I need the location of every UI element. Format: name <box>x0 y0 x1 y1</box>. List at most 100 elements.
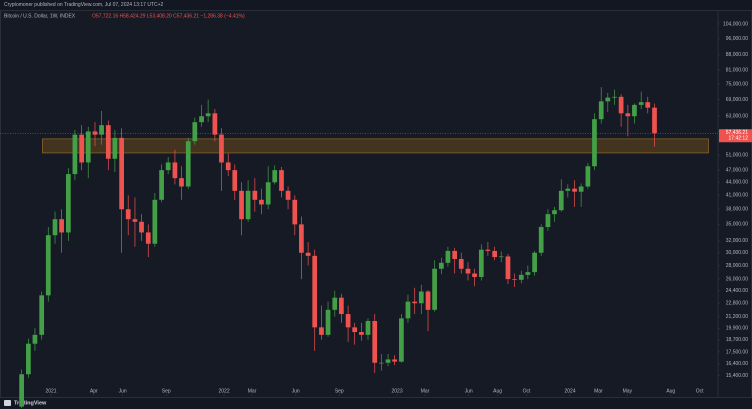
candle-body <box>292 199 298 225</box>
y-tick-label: 28,000.00 <box>726 263 748 269</box>
candle-body <box>259 199 264 205</box>
x-tick-label: Sep <box>162 388 171 394</box>
y-tick-label: 96,000.00 <box>726 36 748 42</box>
candle-body <box>565 188 571 191</box>
candle-body <box>59 219 64 233</box>
candle-body <box>585 166 591 187</box>
candle-body <box>365 321 371 335</box>
candle-body <box>338 297 344 315</box>
candle-body <box>598 101 604 120</box>
candle-body <box>312 255 318 328</box>
y-tick-label: 88,000.00 <box>726 52 748 58</box>
y-tick-label: 69,000.00 <box>726 97 748 103</box>
x-tick-label: Sep <box>335 388 344 394</box>
candle-body <box>425 291 431 310</box>
candle-body <box>299 224 304 253</box>
candle-body <box>592 119 597 167</box>
candle-body <box>638 102 644 105</box>
candle-body <box>605 97 611 102</box>
candle-body <box>239 190 244 220</box>
candle-body <box>385 359 391 363</box>
candle-body <box>405 301 411 319</box>
candle-body <box>545 214 551 228</box>
x-tick-label: Mar <box>248 388 257 394</box>
candle-body <box>325 309 331 335</box>
candle-body <box>45 235 51 296</box>
candle-body <box>39 295 45 335</box>
y-tick-label: 38,000.00 <box>726 207 748 213</box>
logo-icon <box>4 400 11 406</box>
candle-body <box>432 268 437 310</box>
candle-body <box>458 258 464 269</box>
candle-body <box>305 252 311 256</box>
candle-body <box>265 182 271 205</box>
candle-body <box>465 268 471 274</box>
candle-body <box>119 137 124 210</box>
candle-body <box>558 190 564 211</box>
y-tick-label: 44,000.00 <box>726 180 748 186</box>
candle-body <box>532 252 537 273</box>
candle-body <box>272 170 278 183</box>
candle-body <box>472 273 477 277</box>
y-tick-label: 35,000.00 <box>726 222 748 228</box>
candle-body <box>179 178 184 187</box>
candle-body <box>572 188 577 192</box>
candle-body <box>359 332 364 335</box>
candle-body <box>485 249 491 251</box>
y-tick-label: 15,400.00 <box>726 373 748 379</box>
candle-body <box>492 250 498 258</box>
candle-body <box>625 113 631 117</box>
x-tick-label: Mar <box>421 388 430 394</box>
candle-body <box>285 190 291 200</box>
candle-body <box>99 125 104 135</box>
candle-body <box>618 96 624 114</box>
y-tick-label: 22,800.00 <box>726 301 748 307</box>
x-tick-label: Oct <box>696 388 704 394</box>
candle-body <box>632 104 637 117</box>
x-tick-label: Jun <box>119 388 127 394</box>
candle-body <box>105 125 111 159</box>
y-tick-label: 21,200.00 <box>726 314 748 320</box>
candle-body <box>145 232 151 244</box>
support-zone <box>42 138 709 154</box>
x-tick-label: Oct <box>523 388 531 394</box>
candle-body <box>552 210 557 215</box>
y-tick-label: 75,000.00 <box>726 81 748 87</box>
tradingview-logo: TradingView <box>14 400 47 406</box>
y-tick-label: 19,900.00 <box>726 326 748 332</box>
candle-body <box>65 174 71 233</box>
y-tick-label: 32,000.00 <box>726 238 748 244</box>
candle-body <box>112 137 118 159</box>
candle-body <box>412 301 418 304</box>
x-tick-label: Aug <box>666 388 675 394</box>
x-tick-label: Apr <box>90 388 98 394</box>
candle-body <box>438 262 444 269</box>
y-tick-label: 63,000.00 <box>726 114 748 120</box>
candle-body <box>185 141 191 187</box>
ohlc-legend: O57,722.16 H58,424.29 L53,408.20 C57,436… <box>92 13 245 19</box>
candle-body <box>19 374 24 407</box>
candle-body <box>645 102 651 108</box>
candle-body <box>279 170 284 191</box>
candle-body <box>165 162 171 171</box>
countdown-label: 17:42:12 <box>729 136 749 142</box>
candle-body <box>512 279 517 280</box>
x-tick-label: 2023 <box>392 388 403 394</box>
candle-body <box>205 113 211 117</box>
y-tick-label: 104,000.00 <box>723 21 748 27</box>
x-tick-label: Mar <box>594 388 603 394</box>
candle-body <box>445 250 451 263</box>
x-tick-label: Aug <box>493 388 502 394</box>
candle-body <box>245 190 251 220</box>
y-tick-label: 24,400.00 <box>726 288 748 294</box>
candle-body <box>172 162 178 179</box>
candle-body <box>219 134 224 163</box>
candle-body <box>372 321 378 363</box>
candle-body <box>192 122 198 142</box>
y-tick-label: 51,000.00 <box>726 152 748 158</box>
candle-body <box>232 170 238 191</box>
candle-body <box>538 227 544 253</box>
y-tick-label: 30,000.00 <box>726 250 748 256</box>
